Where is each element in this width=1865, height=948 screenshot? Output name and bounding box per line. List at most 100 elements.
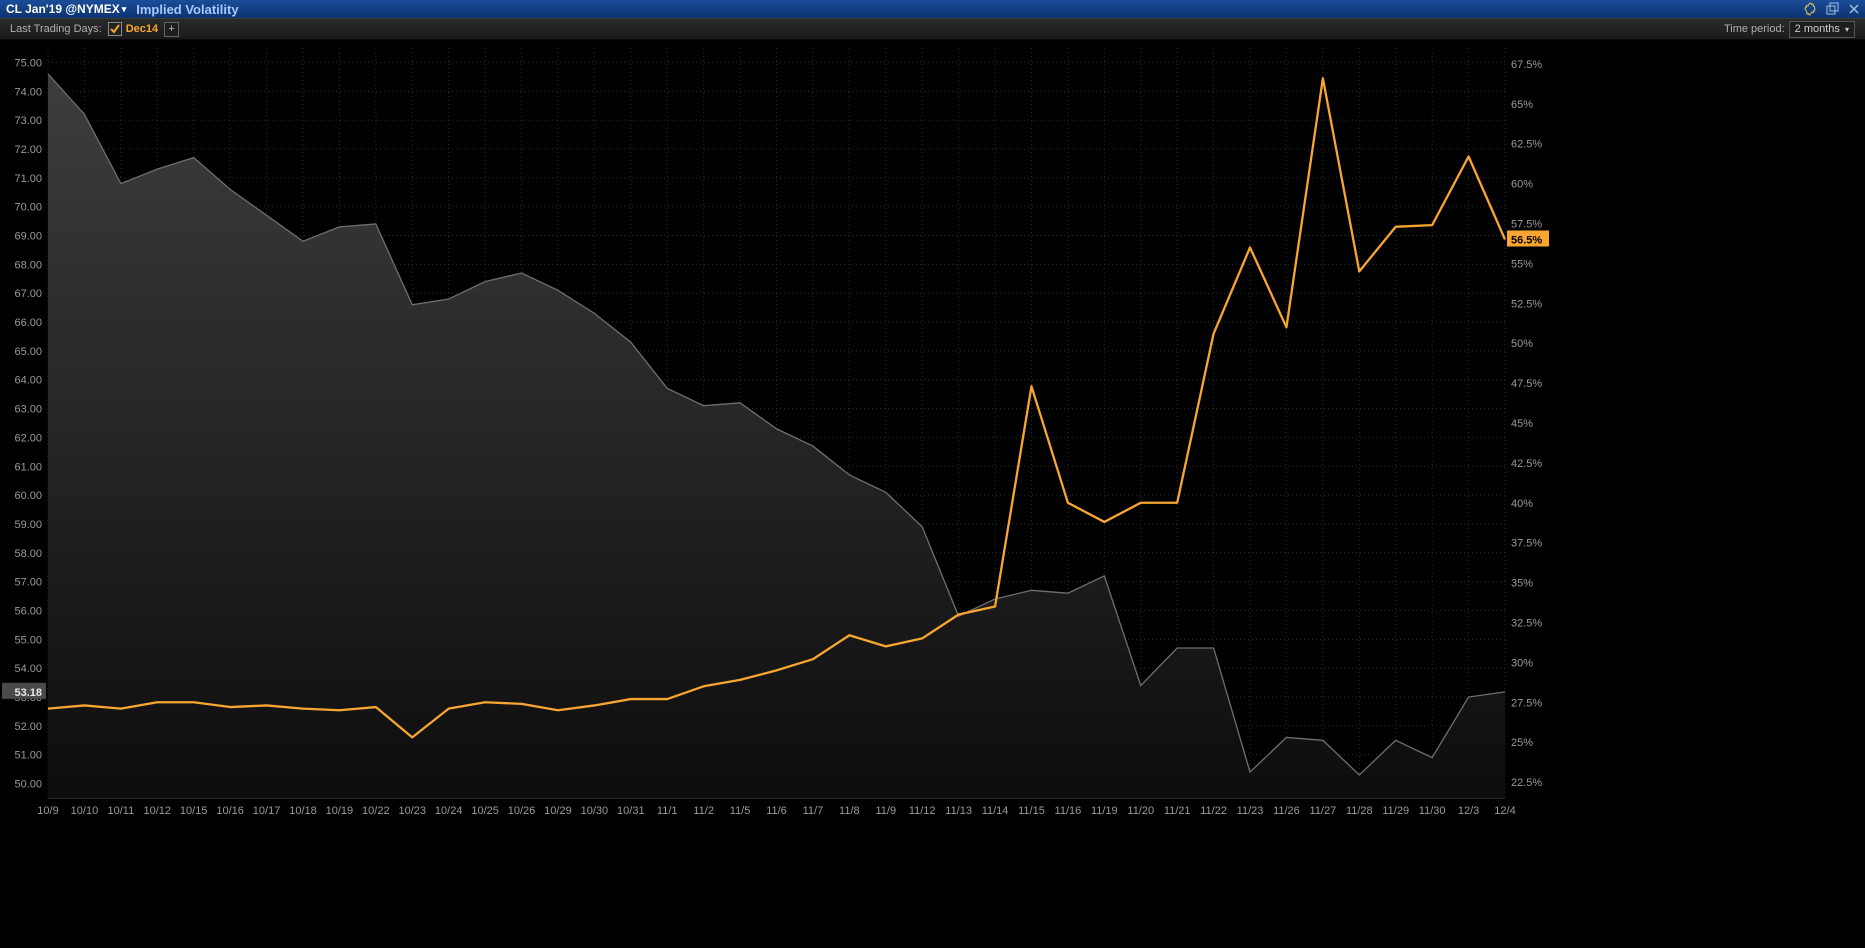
left-axis-tick: 69.00 — [14, 231, 42, 243]
left-axis-tick: 59.00 — [14, 519, 42, 531]
left-axis-tick: 74.00 — [14, 86, 42, 98]
instrument-symbol-dropdown[interactable]: CL Jan'19 @NYMEX▾ — [6, 2, 126, 16]
left-axis-tick: 66.00 — [14, 317, 42, 329]
window-title: Implied Volatility — [136, 2, 238, 17]
series-label[interactable]: Dec14 — [126, 23, 158, 35]
left-axis-tick: 54.00 — [14, 663, 42, 675]
price-area-series — [48, 74, 1505, 798]
x-axis-tick: 10/29 — [544, 805, 572, 817]
left-axis-tick: 64.00 — [14, 375, 42, 387]
left-axis-tick: 62.00 — [14, 432, 42, 444]
time-period-value: 2 months — [1795, 23, 1840, 35]
left-axis-tick: 72.00 — [14, 144, 42, 156]
right-axis-tick: 35% — [1511, 578, 1533, 590]
x-axis-tick: 11/20 — [1127, 805, 1154, 817]
time-period-dropdown[interactable]: 2 months ▾ — [1789, 21, 1855, 38]
left-axis-tick: 56.00 — [14, 606, 42, 618]
settings-icon[interactable] — [1803, 2, 1817, 16]
left-axis-tick: 75.00 — [14, 57, 42, 69]
left-axis-tick: 70.00 — [14, 202, 42, 214]
left-axis-tick: 51.00 — [14, 750, 42, 762]
chart-area[interactable]: 50.0051.0052.0053.0054.0055.0056.0057.00… — [0, 40, 1865, 948]
x-axis-tick: 10/25 — [471, 805, 499, 817]
time-period-label: Time period: — [1724, 23, 1785, 35]
instrument-symbol-text: CL Jan'19 @NYMEX — [6, 2, 120, 16]
x-axis-tick: 10/11 — [107, 805, 134, 817]
x-axis-tick: 11/16 — [1055, 805, 1082, 817]
x-axis-tick: 10/26 — [508, 805, 536, 817]
right-axis-tick: 52.5% — [1511, 298, 1542, 310]
x-axis-tick: 11/26 — [1273, 805, 1300, 817]
left-axis-tick: 61.00 — [14, 461, 42, 473]
left-axis-tick: 52.00 — [14, 721, 42, 733]
x-axis-tick: 11/8 — [839, 805, 860, 817]
left-axis-tick: 68.00 — [14, 259, 42, 271]
x-axis-tick: 10/17 — [253, 805, 281, 817]
right-axis-marker-value: 56.5% — [1511, 234, 1542, 246]
x-axis-tick: 12/3 — [1458, 805, 1479, 817]
right-axis-tick: 42.5% — [1511, 458, 1542, 470]
last-trading-days-label: Last Trading Days: — [10, 23, 102, 35]
right-axis-tick: 57.5% — [1511, 219, 1542, 231]
x-axis-tick: 11/9 — [875, 805, 896, 817]
left-axis-marker-value: 53.18 — [14, 687, 42, 699]
x-axis-tick: 11/7 — [803, 805, 824, 817]
x-axis-tick: 11/2 — [693, 805, 714, 817]
left-axis-tick: 58.00 — [14, 548, 42, 560]
right-axis-tick: 55% — [1511, 258, 1533, 270]
left-axis-tick: 55.00 — [14, 634, 42, 646]
left-axis-tick: 60.00 — [14, 490, 42, 502]
x-axis-tick: 10/16 — [216, 805, 244, 817]
add-series-button[interactable]: + — [164, 22, 179, 37]
x-axis-tick: 11/15 — [1018, 805, 1045, 817]
x-axis-tick: 10/24 — [435, 805, 463, 817]
x-axis-tick: 11/21 — [1164, 805, 1191, 817]
x-axis-tick: 11/13 — [945, 805, 972, 817]
x-axis-tick: 11/23 — [1237, 805, 1264, 817]
x-axis-tick: 10/19 — [326, 805, 354, 817]
x-axis-tick: 11/14 — [982, 805, 1009, 817]
left-axis-tick: 50.00 — [14, 779, 42, 791]
right-axis-tick: 27.5% — [1511, 697, 1542, 709]
right-axis-tick: 50% — [1511, 338, 1533, 350]
right-axis-tick: 25% — [1511, 737, 1533, 749]
chart-toolbar: Last Trading Days: Dec14 + Time period: … — [0, 18, 1865, 40]
x-axis-tick: 11/1 — [657, 805, 678, 817]
x-axis-tick: 11/29 — [1382, 805, 1409, 817]
x-axis-tick: 10/31 — [617, 805, 645, 817]
x-axis-tick: 11/27 — [1310, 805, 1337, 817]
x-axis-tick: 10/9 — [37, 805, 58, 817]
left-axis-tick: 71.00 — [14, 173, 42, 185]
x-axis-tick: 10/30 — [581, 805, 609, 817]
right-axis-tick: 30% — [1511, 657, 1533, 669]
right-axis-tick: 65% — [1511, 99, 1533, 111]
right-axis-tick: 32.5% — [1511, 617, 1542, 629]
right-axis-tick: 62.5% — [1511, 139, 1542, 151]
window-titlebar: CL Jan'19 @NYMEX▾ Implied Volatility — [0, 0, 1865, 18]
left-axis-tick: 65.00 — [14, 346, 42, 358]
right-axis-tick: 22.5% — [1511, 777, 1542, 789]
x-axis-tick: 10/12 — [144, 805, 172, 817]
x-axis-tick: 11/19 — [1091, 805, 1118, 817]
x-axis-tick: 11/30 — [1419, 805, 1446, 817]
left-axis-tick: 73.00 — [14, 115, 42, 127]
x-axis-tick: 10/15 — [180, 805, 208, 817]
x-axis-tick: 12/4 — [1494, 805, 1515, 817]
right-axis-tick: 37.5% — [1511, 538, 1542, 550]
x-axis-tick: 11/5 — [730, 805, 751, 817]
close-icon[interactable] — [1847, 2, 1861, 16]
left-axis-tick: 63.00 — [14, 404, 42, 416]
left-axis-tick: 67.00 — [14, 288, 42, 300]
popout-window-icon[interactable] — [1825, 2, 1839, 16]
right-axis-tick: 45% — [1511, 418, 1533, 430]
right-axis-tick: 40% — [1511, 498, 1533, 510]
x-axis-tick: 11/6 — [766, 805, 787, 817]
x-axis-tick: 10/23 — [398, 805, 426, 817]
x-axis-tick: 10/22 — [362, 805, 390, 817]
series-checkbox[interactable] — [108, 22, 122, 36]
chevron-down-icon: ▾ — [1845, 25, 1849, 34]
x-axis-tick: 11/22 — [1200, 805, 1227, 817]
right-axis-tick: 60% — [1511, 179, 1533, 191]
right-axis-tick: 47.5% — [1511, 378, 1542, 390]
volatility-chart[interactable]: 50.0051.0052.0053.0054.0055.0056.0057.00… — [0, 40, 1865, 948]
